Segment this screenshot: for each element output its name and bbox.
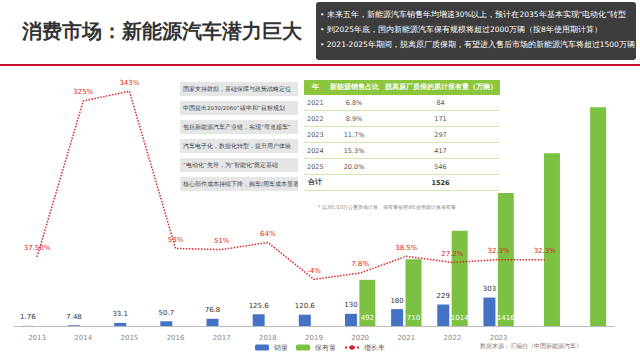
svg-text:64%: 64% [260,230,276,238]
html-text:“电动化”先导，为“智能化”奠定基础: “电动化”先导，为“智能化”奠定基础 [183,162,279,168]
html-text:消费市场：新能源汽车潜力巨大: 消费市场：新能源汽车潜力巨大 [22,19,302,43]
svg-text:7.48: 7.48 [66,313,82,321]
html-text:到2025年底，国内新能源汽车保有规模将超过2000万辆（按: 到2025年底，国内新能源汽车保有规模将超过2000万辆（按8年使用期计算） [326,25,602,34]
svg-text:130: 130 [344,301,357,309]
svg-text:增长率: 增长率 [363,344,385,352]
html-text:* 以3年/10万公里质保计算，保有量按照8年使用期计算保有: * 以3年/10万公里质保计算，保有量按照8年使用期计算保有量 [318,204,457,210]
svg-text:27.2%: 27.2% [441,250,464,258]
svg-text:2021: 2021 [397,334,415,342]
html-text:中国提出2030/2060“碳中和”目标规划: 中国提出2030/2060“碳中和”目标规划 [183,105,285,111]
svg-text:1416: 1416 [497,314,515,322]
svg-text:343%: 343% [119,79,139,87]
svg-text:7.8%: 7.8% [351,260,369,268]
html-text:2025: 2025 [307,162,324,171]
svg-text:53%: 53% [168,236,184,244]
html-text:汽车电子化，数据化转型，提升用户体验: 汽车电子化，数据化转型，提升用户体验 [183,143,291,149]
html-text:合计: 合计 [308,178,323,186]
svg-text:180: 180 [390,297,403,305]
svg-text:1014: 1014 [451,314,469,322]
svg-text:37.50%: 37.50% [24,244,51,252]
html-text:包括新能源汽车产业链，实现“弯道超车”: 包括新能源汽车产业链，实现“弯道超车” [183,124,291,130]
svg-text:2019: 2019 [305,334,323,342]
html-text:417: 417 [434,146,447,155]
html-text:国家支持鼓励，基础保障与政策战略定位: 国家支持鼓励，基础保障与政策战略定位 [183,86,291,92]
html-text:2021: 2021 [307,98,324,107]
svg-text:2015: 2015 [120,334,138,342]
html-text:171: 171 [434,114,447,123]
svg-text:保有量: 保有量 [315,344,336,352]
svg-text:1.76: 1.76 [20,313,36,321]
html-text:11.7%: 11.7% [343,130,365,139]
svg-text:325%: 325% [73,88,93,96]
svg-text:120.6: 120.6 [295,302,316,310]
html-text:8.9%: 8.9% [345,114,363,123]
html-text:546: 546 [434,162,447,171]
html-text:6.8%: 6.8% [345,98,363,107]
html-text:核心部件成本持续下降，购车/用车成本显著: 核心部件成本持续下降，购车/用车成本显著 [183,181,299,187]
svg-text:710: 710 [407,314,420,322]
svg-text:2016: 2016 [167,334,185,342]
svg-text:2017: 2017 [213,334,231,342]
svg-text:2018: 2018 [259,334,277,342]
html-text:2021-2025年期间，脱离原厂质保期，有望进入售后市场的: 2021-2025年期间，脱离原厂质保期，有望进入售后市场的新能源汽车将超过15… [326,40,635,49]
svg-text:32.3%: 32.3% [534,247,557,255]
svg-text:51%: 51% [214,237,230,245]
svg-text:32.3%: 32.3% [487,247,510,255]
html-text:20.0%: 20.0% [343,162,365,171]
html-text:2024: 2024 [307,146,324,155]
html-text:15.3%: 15.3% [343,146,365,155]
html-text:297: 297 [434,130,447,139]
svg-text:2023: 2023 [490,334,508,342]
svg-text:2014: 2014 [74,334,92,342]
html-text:脱离原厂质保的累计保有量（万辆）: 脱离原厂质保的累计保有量（万辆） [384,83,497,91]
svg-text:2022: 2022 [444,334,462,342]
html-text:84: 84 [436,98,445,107]
svg-text:492: 492 [361,314,374,322]
svg-text:-4%: -4% [307,267,321,275]
svg-text:76.8: 76.8 [205,306,221,314]
html-text:未来五年，新能源汽车销售年均增速30%以上，预计在2035年: 未来五年，新能源汽车销售年均增速30%以上，预计在2035年基本实现“电动化”转… [326,10,627,19]
svg-text:303: 303 [483,285,496,293]
svg-text:33.1: 33.1 [112,310,128,318]
html-text:新能源销售占比: 新能源销售占比 [329,83,379,91]
svg-text:50.7: 50.7 [159,309,175,317]
html-text:2023: 2023 [307,130,324,139]
svg-text:销量: 销量 [273,344,288,352]
svg-text:2013: 2013 [28,334,46,342]
svg-text:125.6: 125.6 [249,302,270,310]
html-text:1526: 1526 [431,178,450,187]
svg-text:2020: 2020 [351,334,369,342]
svg-text:38.5%: 38.5% [395,244,418,252]
html-text:2022: 2022 [307,114,324,123]
svg-text:229: 229 [437,292,450,300]
html-text:年: 年 [311,83,319,91]
html-text:数据来源：汇编自《中国新能源汽车》: 数据来源：汇编自《中国新能源汽车》 [480,343,582,349]
